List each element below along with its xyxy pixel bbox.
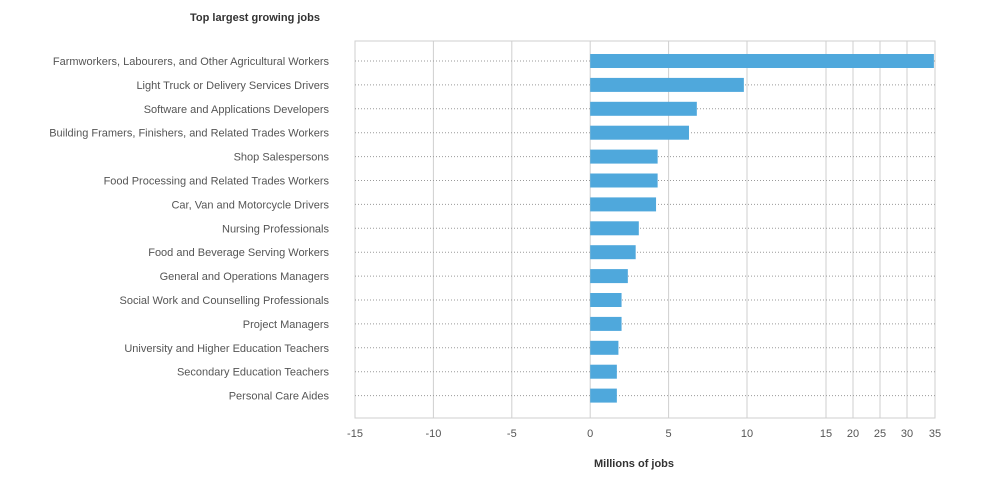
- category-label: Food Processing and Related Trades Worke…: [104, 176, 330, 188]
- bar: [590, 245, 636, 260]
- bar: [590, 54, 934, 68]
- category-label: Food and Beverage Serving Workers: [148, 247, 329, 259]
- bar: [590, 316, 622, 331]
- bar: [590, 197, 657, 212]
- x-tick-label: 10: [741, 428, 753, 440]
- category-label: Project Managers: [243, 319, 330, 331]
- x-tick-label: 20: [847, 428, 859, 440]
- bar: [590, 173, 658, 188]
- x-tick-label: -10: [425, 428, 441, 440]
- bars: [590, 54, 934, 403]
- bar: [590, 101, 697, 116]
- bar: [590, 149, 658, 164]
- plot-frame: [354, 40, 936, 419]
- category-label: Car, Van and Motorcycle Drivers: [171, 199, 329, 211]
- bar: [590, 221, 639, 236]
- bar: [590, 77, 744, 92]
- x-axis-ticks: -15 -10 -5 0 5 10 15 20 25 30 35: [347, 428, 941, 440]
- category-label: Shop Salespersons: [234, 152, 330, 164]
- bar: [590, 293, 622, 307]
- category-label: General and Operations Managers: [160, 271, 330, 283]
- x-tick-label: 35: [929, 428, 941, 440]
- x-tick-label: 30: [901, 428, 913, 440]
- bar: [590, 269, 628, 284]
- x-tick-label: 25: [874, 428, 886, 440]
- category-label: Personal Care Aides: [229, 391, 330, 403]
- x-tick-label: 5: [666, 428, 672, 440]
- grid-layer: [432, 41, 908, 418]
- x-tick-label: 15: [820, 428, 832, 440]
- category-label: University and Higher Education Teachers: [124, 343, 329, 355]
- chart-title: Top largest growing jobs: [190, 12, 320, 24]
- x-tick-label: -15: [347, 428, 363, 440]
- category-label: Software and Applications Developers: [144, 104, 330, 116]
- category-label: Social Work and Counselling Professional…: [119, 295, 329, 307]
- x-tick-label: 0: [587, 428, 593, 440]
- category-label: Building Framers, Finishers, and Related…: [49, 128, 329, 140]
- bar: [590, 364, 617, 379]
- bar: [590, 125, 689, 140]
- x-tick-label: -5: [507, 428, 517, 440]
- x-axis-label: Millions of jobs: [594, 458, 674, 470]
- category-label: Nursing Professionals: [222, 223, 329, 235]
- bar: [590, 340, 619, 355]
- bar: [590, 388, 617, 403]
- category-label: Secondary Education Teachers: [177, 367, 330, 379]
- category-labels: Farmworkers, Labourers, and Other Agricu…: [49, 56, 329, 403]
- category-label: Light Truck or Delivery Services Drivers: [136, 80, 329, 92]
- row-guides: [355, 60, 935, 397]
- category-label: Farmworkers, Labourers, and Other Agricu…: [53, 56, 330, 68]
